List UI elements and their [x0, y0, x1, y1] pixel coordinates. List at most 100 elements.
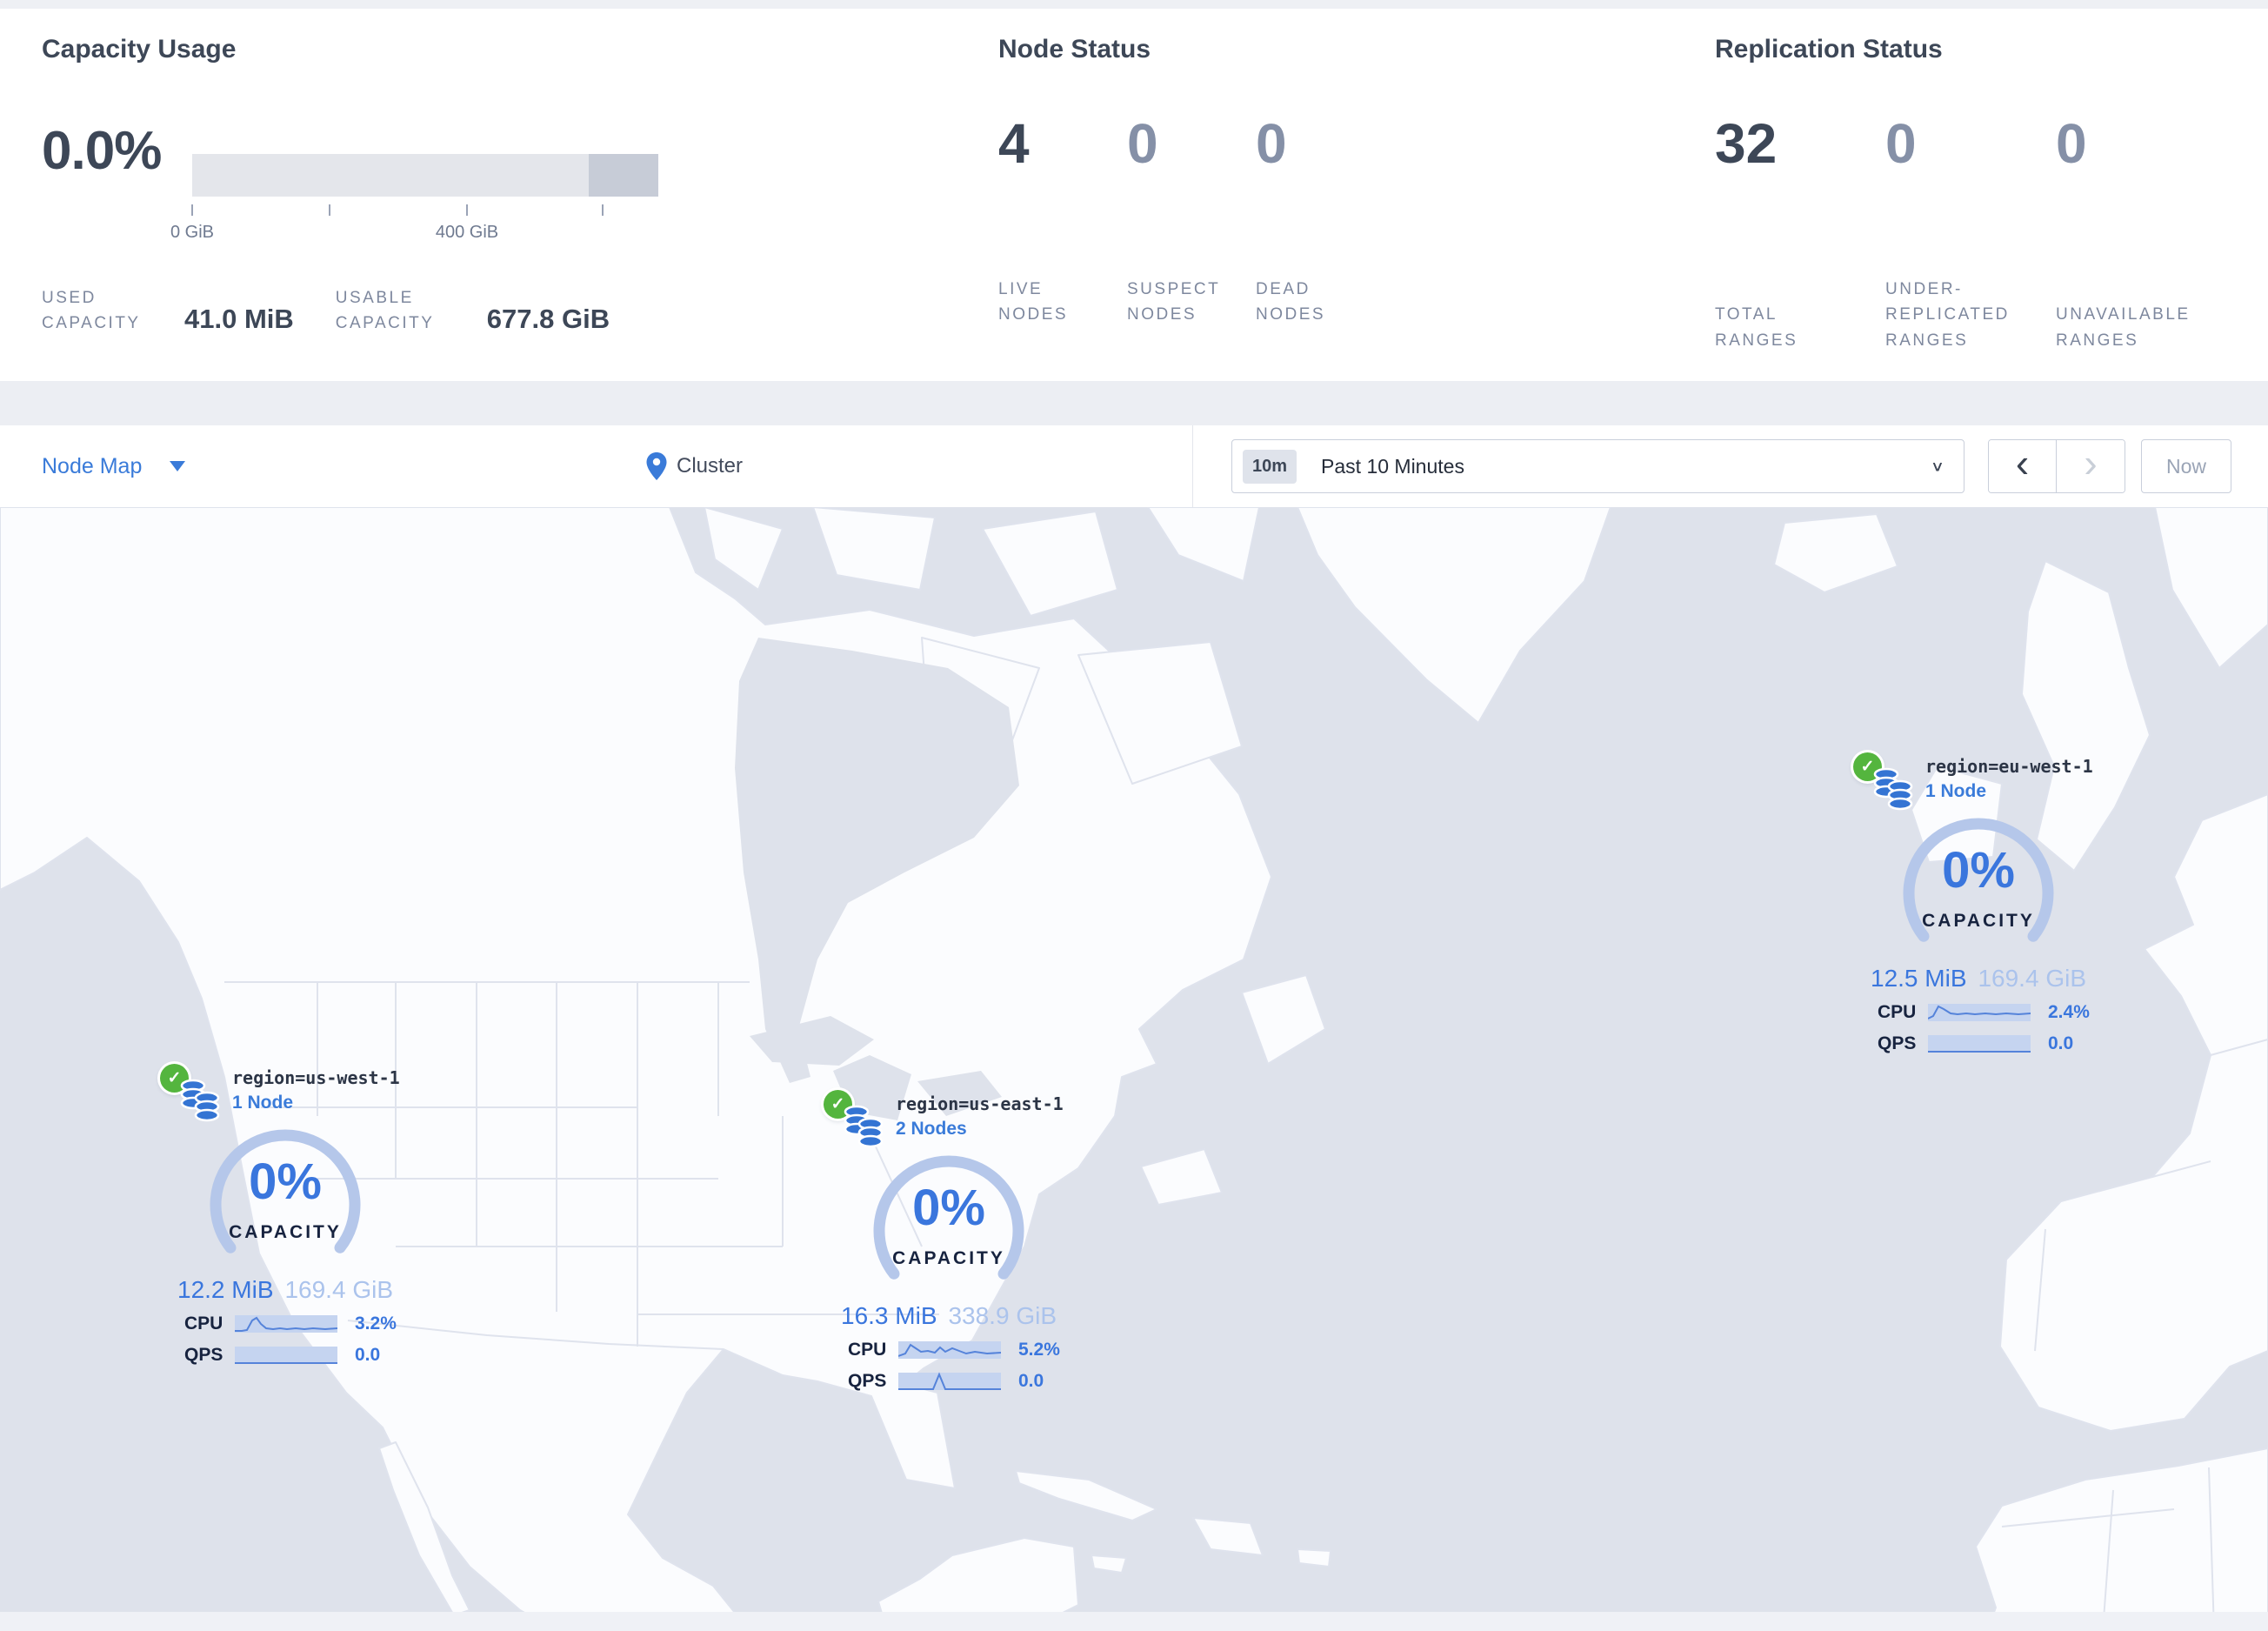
cluster-summary-bar: Capacity Usage 0.0% 0 GiB 400 GiB USED C… — [0, 9, 2268, 381]
qps-sparkline — [898, 1372, 1001, 1390]
used-capacity: 12.5 MiB — [1871, 965, 1967, 992]
capacity-axis-tick — [602, 204, 604, 216]
live-nodes-count: 4 — [998, 112, 1030, 175]
database-icon — [844, 1105, 884, 1148]
suspect-nodes-count: 0 — [1127, 112, 1158, 175]
map-bottom-strip — [0, 1612, 2268, 1631]
page-top-strip — [0, 0, 2268, 9]
capacity-label: CAPACITY — [1922, 911, 2035, 931]
usable-capacity-label: USABLE CAPACITY — [335, 289, 435, 333]
region-marker-us-east-1[interactable]: ✓ region=us-east-1 2 Nodes 0% CAPACITY 1… — [818, 1088, 1079, 1393]
total-ranges-label: TOTAL RANGES — [1715, 305, 1798, 350]
qps-value: 0.0 — [1018, 1371, 1044, 1391]
time-range-dropdown[interactable]: 10m Past 10 Minutes ∨ — [1231, 439, 1964, 493]
cpu-sparkline — [898, 1341, 1001, 1359]
under-replicated-ranges-label: UNDER-REPLICATED RANGES — [1885, 280, 2010, 350]
qps-label: QPS — [184, 1345, 223, 1365]
capacity-arc — [210, 1129, 361, 1253]
database-icon — [1873, 767, 1913, 811]
breadcrumb[interactable]: Cluster — [645, 425, 743, 507]
total-capacity: 169.4 GiB — [284, 1276, 393, 1303]
great-lakes — [750, 1016, 874, 1066]
capacity-gauge: 0% CAPACITY — [1878, 817, 2078, 953]
capacity-axis-tick — [466, 204, 468, 216]
region-node-count[interactable]: 1 Node — [1925, 781, 1987, 801]
region-label: region=eu-west-1 — [1925, 756, 2093, 777]
qps-value: 0.0 — [2048, 1033, 2074, 1053]
view-selector-label: Node Map — [42, 453, 143, 478]
capacity-percent: 0% — [1942, 842, 2015, 899]
replication-status-section: Replication Status 32 0 0 TOTAL RANGES U… — [1715, 9, 2254, 381]
time-next-button[interactable]: › — [2057, 440, 2125, 492]
cpu-value: 2.4% — [2048, 1002, 2090, 1022]
database-icon — [180, 1079, 220, 1122]
capacity-axis-tick — [329, 204, 330, 216]
cpu-sparkline — [1928, 1004, 2031, 1021]
cpu-label: CPU — [848, 1340, 887, 1360]
region-marker-eu-west-1[interactable]: ✓ region=eu-west-1 1 Node 0% CAPACITY 12… — [1848, 751, 2109, 1055]
time-nav-buttons: ‹ › — [1988, 439, 2125, 493]
used-capacity: 12.2 MiB — [177, 1276, 274, 1303]
used-capacity-label: USED CAPACITY — [42, 289, 141, 333]
capacity-usage-section: Capacity Usage 0.0% 0 GiB 400 GiB USED C… — [42, 9, 964, 381]
region-node-count[interactable]: 1 Node — [232, 1093, 294, 1113]
toolbar-divider — [1192, 425, 1193, 507]
live-nodes-label: LIVE NODES — [998, 280, 1069, 324]
map-toolbar: Node Map Cluster 10m Past 10 Minutes ∨ ‹… — [0, 425, 2268, 507]
time-now-button[interactable]: Now — [2141, 439, 2231, 493]
map-pin-icon — [646, 452, 667, 480]
hudson-bay — [735, 638, 1019, 1083]
time-range-badge: 10m — [1243, 449, 1297, 484]
capacity-arc — [1903, 818, 2054, 942]
replication-status-title: Replication Status — [1715, 35, 1943, 64]
capacity-axis-label: 0 GiB — [170, 223, 215, 242]
total-ranges-count: 32 — [1715, 112, 1778, 175]
capacity-label: CAPACITY — [229, 1222, 342, 1242]
qps-sparkline — [1928, 1035, 2031, 1053]
capacity-bar-reserved-segment — [589, 154, 658, 197]
cpu-value: 5.2% — [1018, 1340, 1060, 1360]
time-prev-button[interactable]: ‹ — [1989, 440, 2057, 492]
capacity-percent: 0% — [912, 1180, 985, 1236]
qps-sparkline — [235, 1347, 337, 1364]
qps-value: 0.0 — [355, 1345, 381, 1365]
region-label: region=us-west-1 — [232, 1067, 400, 1088]
region-marker-us-west-1[interactable]: ✓ region=us-west-1 1 Node 0% CAPACITY 12… — [155, 1062, 416, 1367]
british-isles — [2021, 560, 2151, 872]
node-status-title: Node Status — [998, 35, 1151, 64]
capacity-label: CAPACITY — [892, 1248, 1005, 1268]
greenland — [1297, 507, 1611, 724]
europe-landmass — [1999, 793, 2268, 1432]
capacity-arc — [873, 1155, 1024, 1280]
caret-down-icon — [170, 461, 186, 471]
cpu-sparkline — [235, 1315, 337, 1333]
unavailable-ranges-label: UNAVAILABLE RANGES — [2056, 305, 2191, 350]
dead-nodes-label: DEAD NODES — [1256, 280, 1326, 324]
capacity-axis-tick — [191, 204, 193, 216]
qps-label: QPS — [1878, 1033, 1917, 1053]
node-map[interactable]: ✓ region=us-west-1 1 Node 0% CAPACITY 12… — [0, 507, 2268, 1631]
used-capacity-value: 41.0 MiB — [184, 303, 294, 334]
region-label: region=us-east-1 — [896, 1093, 1064, 1114]
capacity-percent: 0% — [249, 1153, 322, 1210]
capacity-bar — [192, 154, 658, 197]
region-node-count[interactable]: 2 Nodes — [896, 1119, 967, 1139]
view-selector-dropdown[interactable]: Node Map — [42, 425, 186, 507]
time-range-label: Past 10 Minutes — [1321, 454, 1464, 478]
qps-label: QPS — [848, 1371, 887, 1391]
cpu-label: CPU — [184, 1313, 223, 1334]
total-capacity: 169.4 GiB — [1978, 965, 2086, 992]
cpu-label: CPU — [1878, 1002, 1917, 1022]
capacity-gauge: 0% CAPACITY — [849, 1154, 1049, 1290]
used-capacity: 16.3 MiB — [841, 1302, 937, 1329]
usable-capacity-value: 677.8 GiB — [486, 303, 610, 334]
chevron-down-icon: ∨ — [1930, 458, 1944, 474]
africa-landmass — [1975, 1447, 2268, 1631]
dead-nodes-count: 0 — [1256, 112, 1287, 175]
capacity-usage-title: Capacity Usage — [42, 35, 237, 64]
node-status-section: Node Status 4 0 0 LIVE NODES SUSPECT NOD… — [998, 9, 1485, 381]
capacity-axis-label: 400 GiB — [435, 223, 499, 242]
suspect-nodes-label: SUSPECT NODES — [1127, 280, 1220, 324]
capacity-gauge: 0% CAPACITY — [185, 1128, 385, 1264]
breadcrumb-label: Cluster — [677, 454, 744, 478]
